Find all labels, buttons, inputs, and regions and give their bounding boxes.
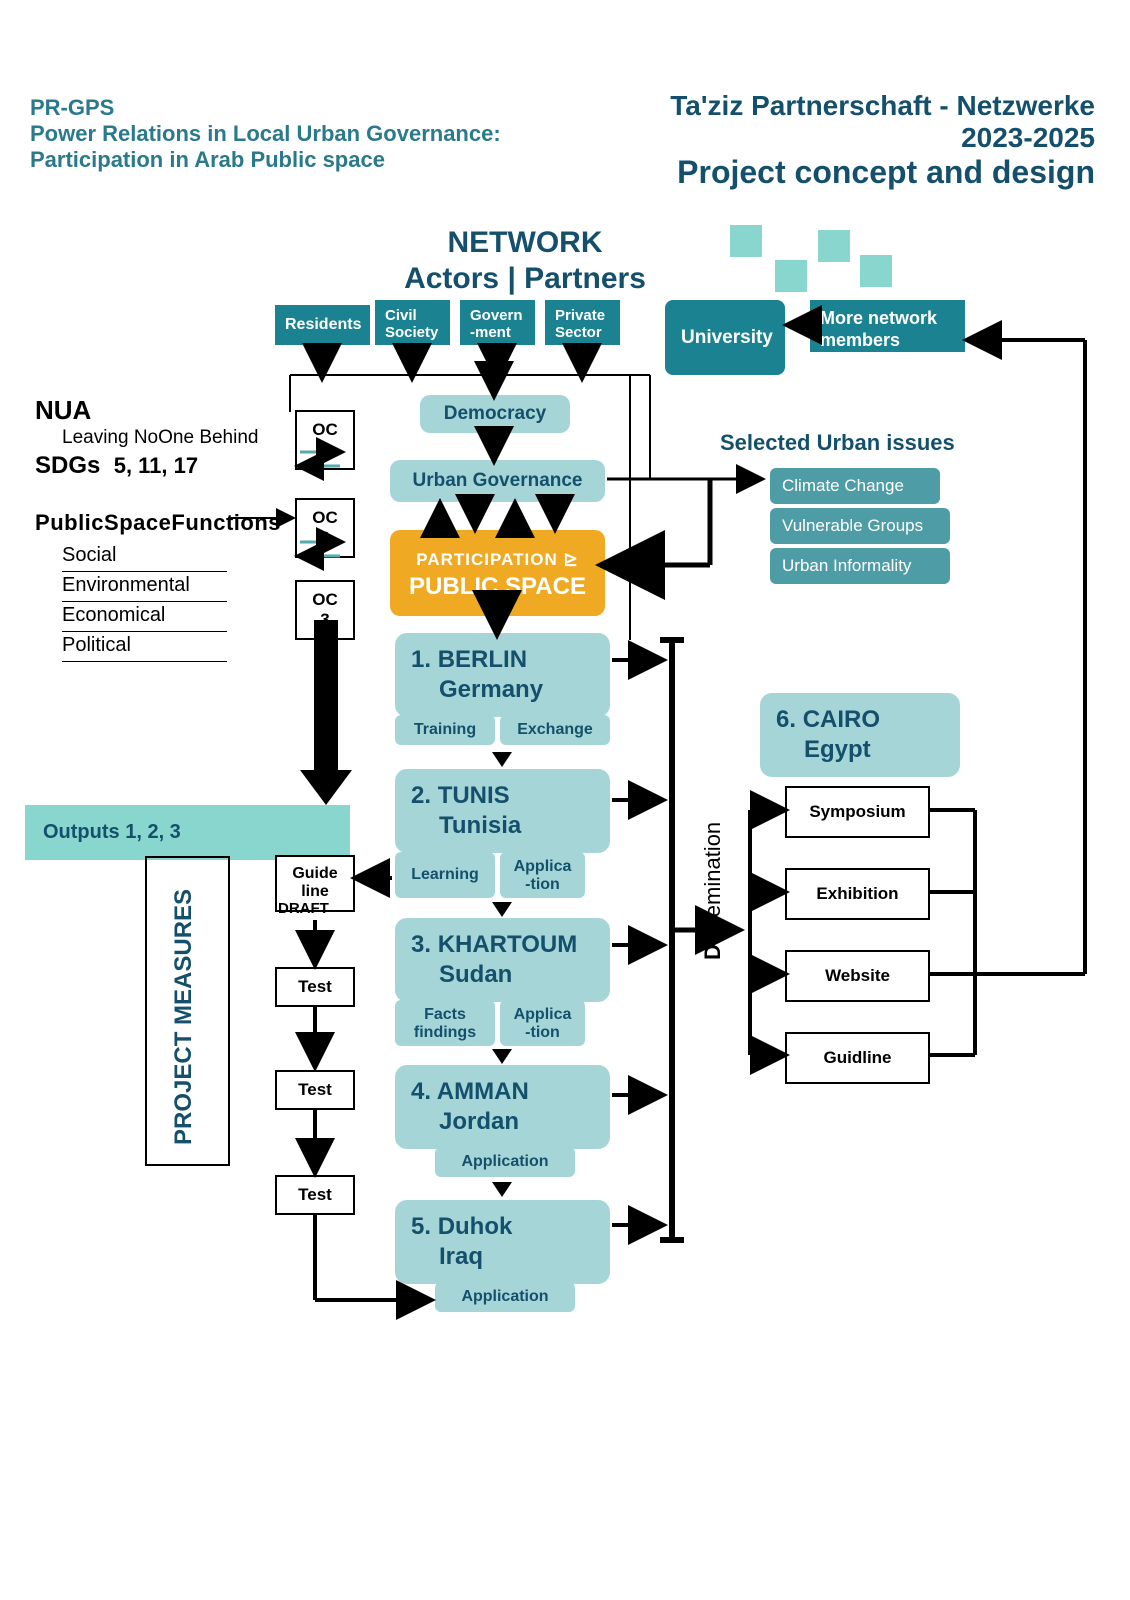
program-years: 2023-2025	[670, 122, 1095, 154]
oc1: OC 1	[295, 410, 355, 470]
actor-private-sector: Private Sector	[545, 300, 620, 345]
test-3: Test	[275, 1175, 355, 1215]
tunis-application: Applica -tion	[500, 852, 585, 898]
psf-economical: Economical	[62, 602, 227, 632]
city-khartoum: 3. KHARTOUM Sudan	[395, 918, 610, 1002]
amman-application: Application	[435, 1147, 575, 1177]
test-1: Test	[275, 967, 355, 1007]
dissemination-label: Dissemination	[700, 822, 726, 960]
deco-square	[860, 255, 892, 287]
diss-website: Website	[785, 950, 930, 1002]
deco-square	[818, 230, 850, 262]
berlin-training: Training	[395, 715, 495, 745]
header-code: PR-GPS	[30, 95, 501, 121]
deco-square	[775, 260, 807, 292]
psf-political: Political	[62, 632, 227, 662]
issue-vulnerable: Vulnerable Groups	[770, 508, 950, 544]
oc3: OC 3	[295, 580, 355, 640]
more-network-members: More network members	[810, 300, 965, 352]
program-name: Ta'ziz Partnerschaft - Netzwerke	[670, 90, 1095, 122]
democracy: Democracy	[420, 395, 570, 433]
actor-civil-society: Civil Society	[375, 300, 450, 345]
leaving-noone: Leaving NoOne Behind	[62, 427, 258, 449]
khartoum-facts: Facts findings	[395, 1000, 495, 1046]
psf-social: Social	[62, 542, 227, 572]
city-amman: 4. AMMAN Jordan	[395, 1065, 610, 1149]
diss-guideline: Guidline	[785, 1032, 930, 1084]
city-tunis: 2. TUNIS Tunisia	[395, 769, 610, 853]
actor-university: University	[665, 300, 785, 375]
tunis-learning: Learning	[395, 852, 495, 898]
header-subtitle: Participation in Arab Public space	[30, 147, 501, 173]
actor-residents: Residents	[275, 305, 370, 345]
project-concept: Project concept and design	[670, 154, 1095, 191]
project-measures-label: PROJECT MEASURES	[170, 889, 198, 1145]
psf-title: PublicSpaceFunctions	[35, 510, 281, 536]
issue-climate: Climate Change	[770, 468, 940, 504]
berlin-exchange: Exchange	[500, 715, 610, 745]
diss-exhibition: Exhibition	[785, 868, 930, 920]
deco-square	[730, 225, 762, 257]
outputs-bar: Outputs 1, 2, 3	[25, 805, 350, 860]
test-2: Test	[275, 1070, 355, 1110]
participation-public-space: PARTICIPATION ⊵ PUBLIC SPACE	[390, 530, 605, 616]
duhok-application: Application	[435, 1282, 575, 1312]
city-cairo: 6. CAIRO Egypt	[760, 693, 960, 777]
psf-environmental: Environmental	[62, 572, 227, 602]
oc2: OC 2	[295, 498, 355, 558]
diss-symposium: Symposium	[785, 786, 930, 838]
nua-label: NUA	[35, 395, 91, 426]
sdgs-label: SDGs 5, 11, 17	[35, 452, 198, 480]
draft-label: DRAFT	[278, 900, 329, 917]
city-berlin: 1. BERLIN Germany	[395, 633, 610, 717]
header-title: Power Relations in Local Urban Governanc…	[30, 121, 501, 147]
city-duhok: 5. Duhok Iraq	[395, 1200, 610, 1284]
khartoum-application: Applica -tion	[500, 1000, 585, 1046]
issue-informality: Urban Informality	[770, 548, 950, 584]
actor-government: Govern -ment	[460, 300, 535, 345]
urban-governance: Urban Governance	[390, 460, 605, 502]
selected-issues-title: Selected Urban issues	[720, 430, 955, 456]
network-title: NETWORK Actors | Partners	[395, 225, 655, 297]
